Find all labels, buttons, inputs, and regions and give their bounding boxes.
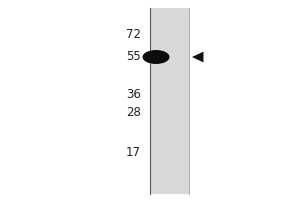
Bar — [150, 8, 189, 194]
Text: 28: 28 — [126, 106, 141, 119]
Polygon shape — [192, 52, 203, 62]
Text: 17: 17 — [126, 146, 141, 160]
Ellipse shape — [142, 50, 170, 64]
Text: 55: 55 — [126, 50, 141, 64]
Text: 72: 72 — [126, 28, 141, 42]
Text: 36: 36 — [126, 88, 141, 102]
